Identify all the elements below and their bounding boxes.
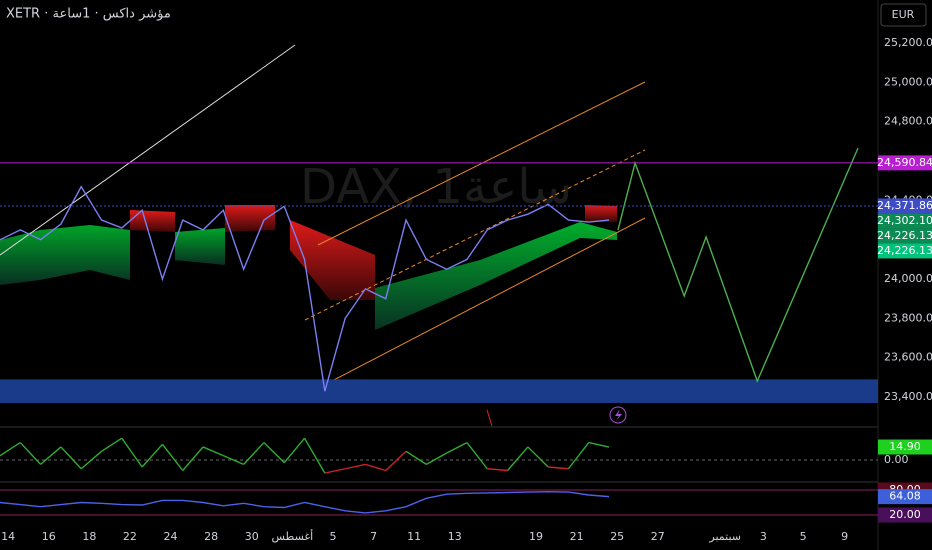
x-tick-label: 18 [82, 530, 96, 543]
x-tick-label: 27 [651, 530, 665, 543]
last-value-bg [878, 489, 932, 505]
price-line [0, 185, 610, 392]
osc-segment [446, 441, 468, 454]
x-tick-label: 7 [370, 530, 377, 543]
level-label: 24,371.86 [877, 199, 932, 212]
osc-segment [263, 442, 285, 464]
cloud [375, 222, 617, 330]
osc-segment [202, 446, 224, 457]
zone [0, 379, 878, 403]
x-tick-label: 24 [164, 530, 178, 543]
level-label-bg [878, 155, 932, 171]
trend-line [0, 44, 296, 256]
osc-segment [283, 437, 306, 464]
osc-segment [161, 443, 184, 471]
x-tick-label: 9 [841, 530, 848, 543]
symbol-title: XETR · مؤشر داكس · 1ساعة [6, 7, 171, 22]
x-tick-label: 3 [760, 530, 767, 543]
osc-segment [567, 442, 590, 470]
y-tick-label: 23,800.00 [884, 311, 932, 324]
level-label-bg [878, 198, 932, 214]
osc-segment [588, 441, 610, 448]
osc-segment [405, 450, 427, 465]
osc-segment [101, 437, 123, 452]
x-tick-label: 25 [610, 530, 624, 543]
osc-segment [182, 446, 204, 471]
osc-segment [80, 450, 102, 470]
rsi-line [0, 490, 610, 514]
x-tick-label: 28 [204, 530, 218, 543]
x-tick-label: 19 [529, 530, 543, 543]
osc-segment [527, 446, 549, 468]
channel-upper [317, 81, 646, 246]
osc-segment [60, 446, 82, 470]
level-label: 24,590.84 [877, 156, 932, 169]
osc-segment [426, 452, 447, 465]
cloud [290, 220, 375, 300]
osc-segment [223, 455, 244, 466]
x-tick-label: 13 [448, 530, 462, 543]
osc-segment [40, 446, 62, 465]
x-tick-label: 30 [245, 530, 259, 543]
cloud [130, 210, 175, 232]
x-tick-label: 11 [407, 530, 421, 543]
osc-segment [487, 468, 508, 472]
osc-segment [507, 446, 529, 471]
osc-segment [385, 450, 407, 472]
last-value-bg [878, 439, 932, 455]
y-tick-label: 24,800.00 [884, 115, 932, 128]
level-label-bg [878, 213, 932, 229]
cloud [175, 228, 225, 265]
y-tick-label: 20.00 [889, 508, 921, 521]
currency: EUR [892, 8, 915, 21]
osc-segment [548, 466, 569, 470]
event-icon [615, 409, 622, 421]
osc-segment [141, 443, 163, 468]
marker [486, 409, 493, 427]
level-label-bg [878, 228, 932, 244]
y-tick-label: 25,200.00 [884, 36, 932, 49]
level-label: 24,302.10 [877, 214, 932, 227]
event-icon[interactable] [609, 406, 627, 424]
channel-lower [304, 217, 646, 396]
level-label: 24,226.13 [877, 244, 932, 257]
osc-segment [121, 437, 143, 468]
x-tick-label: 14 [1, 530, 15, 543]
last-value: 14.90 [889, 440, 921, 453]
last-value: 64.08 [889, 490, 921, 503]
osc-segment [19, 442, 42, 465]
osc-segment [365, 463, 386, 472]
x-tick-label: سبتمبر [708, 530, 741, 543]
y-tick-label: 0.00 [884, 453, 909, 466]
channel-mid [304, 149, 646, 321]
x-tick-label: 22 [123, 530, 137, 543]
level-label: 24,226.13 [877, 229, 932, 242]
y-tick-label: 23,400.00 [884, 390, 932, 403]
y-tick-label: 25,000.00 [884, 75, 932, 88]
osc-segment [324, 468, 346, 474]
cloud [585, 205, 617, 222]
osc-segment [0, 441, 21, 457]
y-tick-label-bg [878, 507, 932, 523]
price-line [617, 147, 859, 384]
y-tick-label: 24,000.00 [884, 272, 932, 285]
x-tick-label: 5 [329, 530, 336, 543]
cloud [0, 225, 130, 285]
cloud [225, 205, 275, 232]
x-tick-label: 5 [800, 530, 807, 543]
y-tick-label: 23,600.00 [884, 351, 932, 364]
x-tick-label: أغسطس [272, 529, 314, 543]
osc-segment [344, 463, 366, 470]
level-label-bg [878, 243, 932, 259]
osc-segment [243, 442, 265, 465]
x-tick-label: 16 [42, 530, 56, 543]
currency-button[interactable] [880, 3, 927, 27]
osc-segment [303, 437, 326, 474]
osc-segment [466, 442, 488, 470]
x-tick-label: 21 [570, 530, 584, 543]
